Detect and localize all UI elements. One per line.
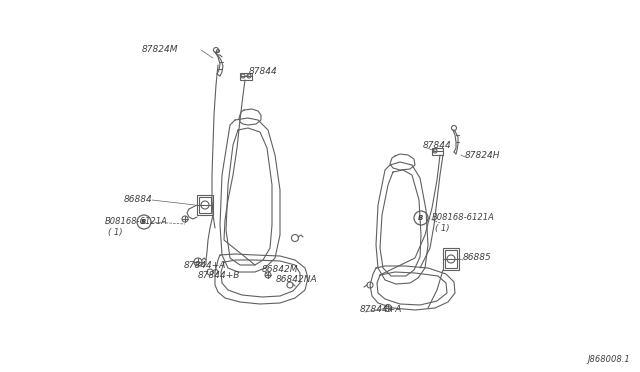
Text: 87844+A: 87844+A <box>184 260 227 269</box>
Text: 87844+A: 87844+A <box>360 305 403 314</box>
Text: B08168-6121A: B08168-6121A <box>432 214 495 222</box>
Text: 87844+B: 87844+B <box>198 272 241 280</box>
Text: 86884: 86884 <box>124 196 152 205</box>
Text: B: B <box>141 219 147 225</box>
Bar <box>240 73 252 80</box>
Text: 86885: 86885 <box>463 253 492 263</box>
Text: ( 1): ( 1) <box>435 224 449 232</box>
Text: 86842NA: 86842NA <box>276 276 317 285</box>
Bar <box>432 148 443 155</box>
Bar <box>445 250 457 268</box>
Text: ( 1): ( 1) <box>108 228 122 237</box>
Bar <box>197 195 213 215</box>
Text: 86842M: 86842M <box>262 266 298 275</box>
Text: 87844: 87844 <box>423 141 452 150</box>
Text: B08168-6121A: B08168-6121A <box>105 218 168 227</box>
Bar <box>443 248 459 270</box>
Text: B: B <box>419 215 424 221</box>
Text: J868008.1: J868008.1 <box>588 355 630 364</box>
Bar <box>199 197 211 213</box>
Text: 87844: 87844 <box>249 67 278 77</box>
Text: 87824M: 87824M <box>141 45 178 55</box>
Text: 87824H: 87824H <box>465 151 500 160</box>
